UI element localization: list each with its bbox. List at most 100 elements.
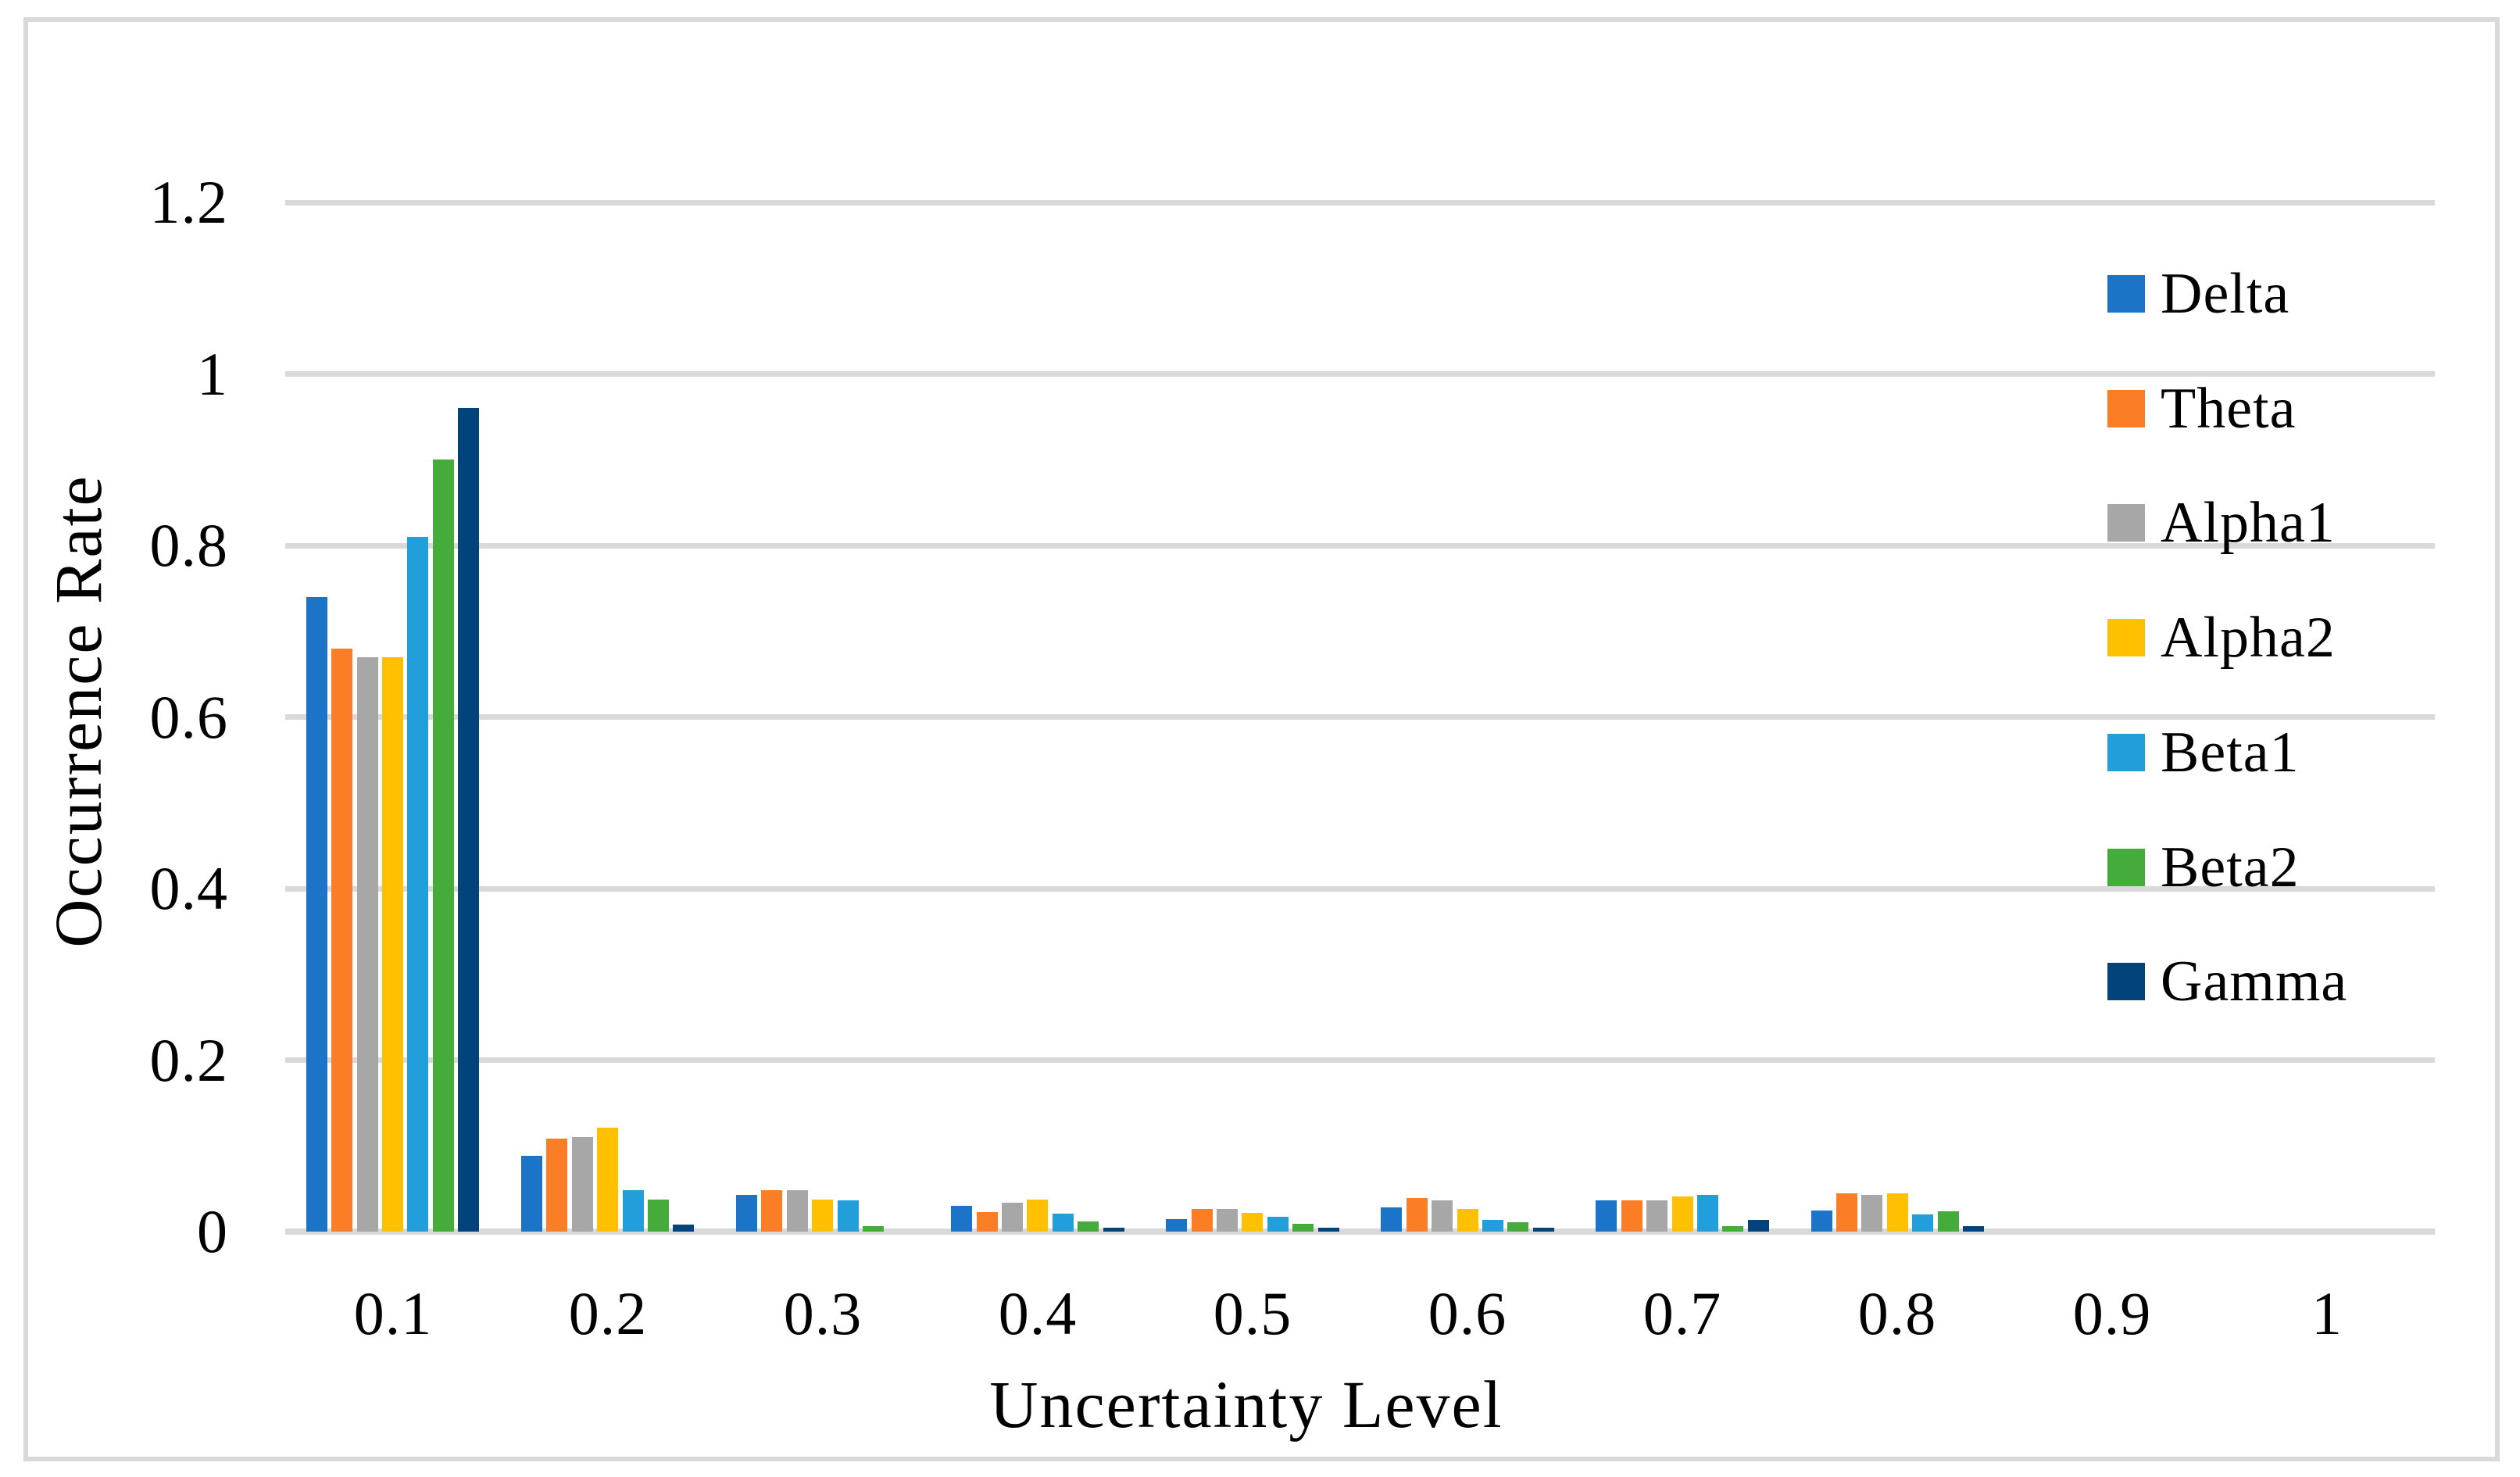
bar-theta-0.7 bbox=[1621, 1200, 1642, 1232]
bar-theta-0.1 bbox=[331, 649, 352, 1232]
bar-delta-0.1 bbox=[306, 597, 327, 1232]
bar-delta-0.2 bbox=[521, 1156, 542, 1232]
bar-beta2-0.7 bbox=[1722, 1226, 1743, 1232]
gridline bbox=[285, 714, 2435, 720]
legend-item-delta: Delta bbox=[2107, 255, 2289, 333]
bar-delta-0.4 bbox=[951, 1206, 972, 1232]
bar-delta-0.3 bbox=[736, 1195, 757, 1232]
bar-beta1-0.8 bbox=[1912, 1214, 1933, 1232]
bar-theta-0.6 bbox=[1407, 1198, 1428, 1232]
bar-gamma-0.5 bbox=[1318, 1228, 1339, 1232]
bar-beta1-0.5 bbox=[1267, 1217, 1289, 1232]
gridline bbox=[285, 371, 2435, 377]
legend-swatch-theta bbox=[2107, 390, 2145, 427]
legend-label-alpha2: Alpha2 bbox=[2161, 606, 2336, 670]
bar-alpha1-0.6 bbox=[1432, 1200, 1453, 1232]
bar-alpha2-0.2 bbox=[597, 1128, 618, 1232]
bar-beta1-0.4 bbox=[1053, 1214, 1074, 1232]
bar-beta2-0.2 bbox=[648, 1200, 669, 1232]
x-tick-label-0.2: 0.2 bbox=[568, 1279, 648, 1347]
gridline bbox=[285, 199, 2435, 206]
x-tick-label-0.7: 0.7 bbox=[1642, 1279, 1722, 1347]
legend-swatch-gamma bbox=[2107, 963, 2145, 1000]
bar-beta2-0.4 bbox=[1078, 1221, 1099, 1232]
bar-beta2-0.6 bbox=[1507, 1222, 1528, 1232]
legend-label-beta2: Beta2 bbox=[2161, 835, 2300, 899]
bar-gamma-0.2 bbox=[673, 1225, 694, 1232]
legend-swatch-alpha2 bbox=[2107, 619, 2145, 656]
bar-alpha1-0.3 bbox=[787, 1190, 808, 1232]
gridline bbox=[285, 1057, 2435, 1063]
bar-delta-0.8 bbox=[1811, 1211, 1832, 1232]
legend-label-delta: Delta bbox=[2161, 262, 2290, 326]
y-tick-label-0.8: 0.8 bbox=[149, 511, 228, 579]
bar-alpha1-0.1 bbox=[357, 657, 378, 1232]
bar-alpha1-0.4 bbox=[1002, 1203, 1023, 1232]
bar-delta-0.7 bbox=[1596, 1200, 1617, 1232]
bar-alpha2-0.1 bbox=[382, 657, 403, 1232]
x-tick-label-0.8: 0.8 bbox=[1857, 1279, 1937, 1347]
x-tick-label-0.6: 0.6 bbox=[1428, 1279, 1507, 1347]
bar-beta1-0.6 bbox=[1482, 1220, 1503, 1232]
bar-beta2-0.5 bbox=[1292, 1224, 1314, 1232]
bar-beta2-0.8 bbox=[1938, 1211, 1959, 1232]
legend-label-beta1: Beta1 bbox=[2161, 721, 2300, 785]
plot-area bbox=[285, 199, 2435, 1235]
x-tick-label-0.5: 0.5 bbox=[1213, 1279, 1292, 1347]
y-tick-label-0.4: 0.4 bbox=[149, 854, 228, 922]
gridline bbox=[285, 542, 2435, 549]
legend-label-alpha1: Alpha1 bbox=[2161, 491, 2336, 555]
x-tick-label-0.3: 0.3 bbox=[783, 1279, 863, 1347]
x-tick-label-0.1: 0.1 bbox=[353, 1279, 433, 1347]
y-tick-label-1.2: 1.2 bbox=[149, 168, 228, 236]
bar-alpha2-0.7 bbox=[1672, 1196, 1693, 1232]
legend-label-gamma: Gamma bbox=[2161, 950, 2348, 1014]
bar-gamma-0.8 bbox=[1963, 1226, 1984, 1232]
legend-swatch-alpha1 bbox=[2107, 504, 2145, 542]
bar-gamma-0.1 bbox=[458, 408, 479, 1232]
legend-item-alpha2: Alpha2 bbox=[2107, 599, 2336, 677]
bar-alpha1-0.5 bbox=[1217, 1209, 1238, 1232]
legend-swatch-beta2 bbox=[2107, 849, 2145, 886]
bar-theta-0.2 bbox=[546, 1139, 567, 1232]
bar-gamma-0.4 bbox=[1103, 1228, 1124, 1232]
bar-gamma-0.7 bbox=[1748, 1220, 1769, 1232]
bar-alpha1-0.7 bbox=[1646, 1200, 1667, 1232]
legend-swatch-beta1 bbox=[2107, 734, 2145, 771]
bar-gamma-0.6 bbox=[1533, 1228, 1554, 1232]
y-tick-label-0: 0 bbox=[197, 1197, 228, 1265]
x-axis-title: Uncertainty Level bbox=[989, 1367, 1503, 1442]
bar-alpha2-0.3 bbox=[812, 1200, 833, 1232]
bar-alpha1-0.8 bbox=[1861, 1195, 1882, 1232]
bar-theta-0.4 bbox=[977, 1212, 998, 1232]
bar-beta1-0.2 bbox=[623, 1190, 644, 1232]
legend-item-alpha1: Alpha1 bbox=[2107, 484, 2336, 562]
bar-alpha2-0.4 bbox=[1027, 1200, 1048, 1232]
bar-beta1-0.1 bbox=[407, 537, 428, 1232]
x-tick-label-0.4: 0.4 bbox=[998, 1279, 1078, 1347]
bar-alpha2-0.5 bbox=[1242, 1213, 1263, 1232]
bar-theta-0.8 bbox=[1836, 1193, 1857, 1232]
bar-alpha1-0.2 bbox=[572, 1137, 593, 1232]
x-tick-label-1: 1 bbox=[2311, 1279, 2343, 1347]
legend-item-gamma: Gamma bbox=[2107, 942, 2347, 1021]
bar-alpha2-0.8 bbox=[1887, 1193, 1908, 1232]
legend-item-beta2: Beta2 bbox=[2107, 828, 2300, 907]
bar-theta-0.5 bbox=[1192, 1209, 1213, 1232]
bar-beta1-0.7 bbox=[1697, 1195, 1718, 1232]
y-axis-title: Occurrence Rate bbox=[41, 474, 116, 948]
y-tick-label-0.6: 0.6 bbox=[149, 683, 228, 751]
legend-item-theta: Theta bbox=[2107, 370, 2296, 448]
y-tick-label-0.2: 0.2 bbox=[149, 1026, 228, 1094]
x-axis-line bbox=[285, 1228, 2435, 1235]
bar-theta-0.3 bbox=[761, 1190, 782, 1232]
x-tick-label-0.9: 0.9 bbox=[2072, 1279, 2152, 1347]
legend-swatch-delta bbox=[2107, 275, 2145, 313]
legend-item-beta1: Beta1 bbox=[2107, 713, 2300, 792]
bar-beta2-0.1 bbox=[433, 460, 454, 1232]
bar-beta1-0.3 bbox=[838, 1200, 859, 1232]
y-tick-label-1: 1 bbox=[197, 340, 228, 408]
bar-alpha2-0.6 bbox=[1457, 1209, 1478, 1232]
gridline bbox=[285, 885, 2435, 892]
legend-label-theta: Theta bbox=[2161, 377, 2297, 441]
